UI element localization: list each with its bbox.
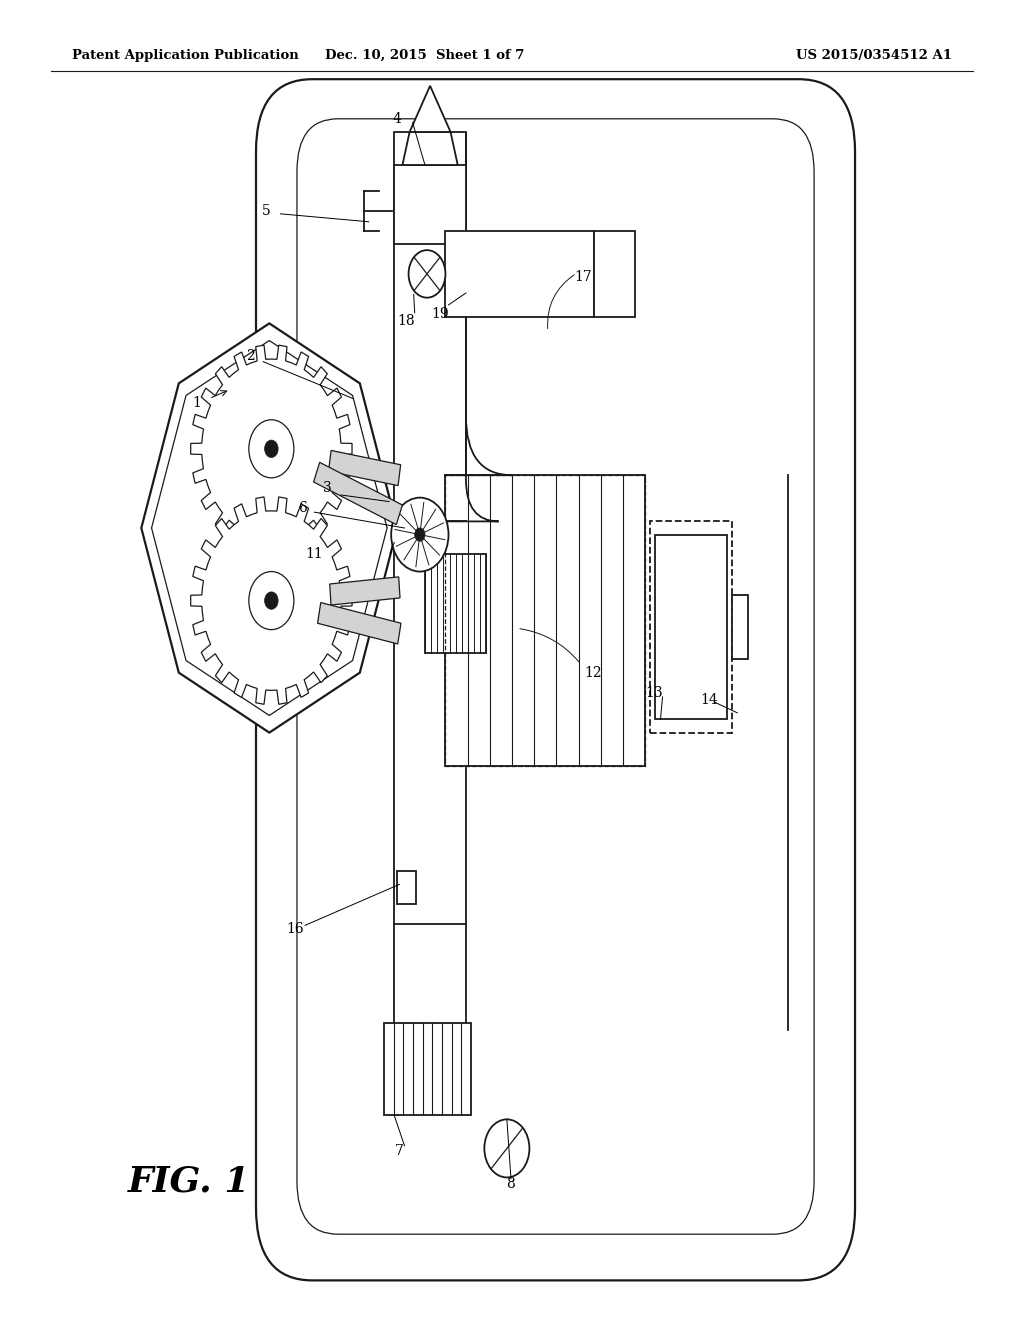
- Text: 6: 6: [298, 502, 306, 515]
- FancyBboxPatch shape: [256, 79, 855, 1280]
- Bar: [445, 475, 645, 766]
- Circle shape: [264, 440, 279, 458]
- Circle shape: [264, 591, 279, 610]
- Text: 16: 16: [286, 923, 304, 936]
- Text: FIG. 1: FIG. 1: [128, 1164, 251, 1199]
- Text: 14: 14: [700, 693, 719, 706]
- Text: 19: 19: [431, 308, 450, 321]
- Text: 11: 11: [305, 548, 324, 561]
- Bar: [445, 231, 594, 317]
- Circle shape: [415, 528, 425, 541]
- Text: 4: 4: [393, 112, 401, 125]
- Bar: [732, 595, 748, 659]
- Bar: [397, 871, 416, 904]
- Text: 18: 18: [397, 314, 416, 327]
- Bar: [425, 554, 486, 653]
- Bar: [655, 535, 727, 719]
- Text: 5: 5: [262, 205, 270, 218]
- Bar: [394, 132, 466, 924]
- Text: 2: 2: [247, 350, 255, 363]
- Circle shape: [249, 420, 294, 478]
- Text: US 2015/0354512 A1: US 2015/0354512 A1: [797, 49, 952, 62]
- Bar: [445, 475, 645, 766]
- Polygon shape: [141, 323, 397, 733]
- Bar: [394, 165, 466, 244]
- Circle shape: [484, 1119, 529, 1177]
- Text: Patent Application Publication: Patent Application Publication: [72, 49, 298, 62]
- Circle shape: [249, 572, 294, 630]
- Polygon shape: [190, 496, 352, 705]
- Text: 7: 7: [395, 1144, 403, 1158]
- Text: 1: 1: [193, 396, 201, 409]
- Bar: [594, 231, 635, 317]
- Polygon shape: [190, 345, 352, 553]
- Polygon shape: [329, 450, 400, 486]
- Bar: [384, 1023, 471, 1115]
- Circle shape: [409, 251, 445, 298]
- Polygon shape: [313, 462, 402, 524]
- Text: 13: 13: [645, 686, 664, 700]
- Polygon shape: [317, 602, 401, 644]
- Text: 3: 3: [324, 482, 332, 495]
- Polygon shape: [410, 86, 451, 132]
- Bar: [650, 521, 732, 733]
- Text: 8: 8: [507, 1177, 515, 1191]
- Polygon shape: [402, 132, 458, 165]
- Polygon shape: [330, 577, 400, 605]
- Text: 12: 12: [584, 667, 602, 680]
- Text: Dec. 10, 2015  Sheet 1 of 7: Dec. 10, 2015 Sheet 1 of 7: [326, 49, 524, 62]
- Text: 17: 17: [574, 271, 593, 284]
- Circle shape: [391, 498, 449, 572]
